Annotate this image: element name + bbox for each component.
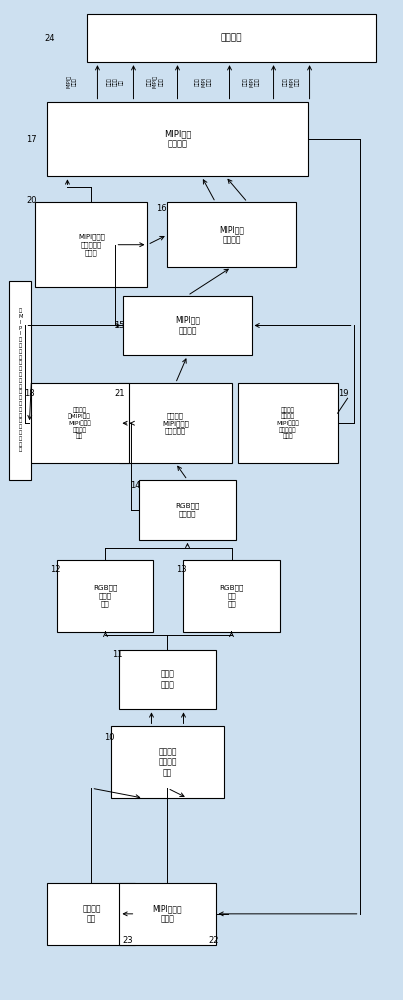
Text: RGB同步
帧提取
模块: RGB同步 帧提取 模块 <box>93 585 118 607</box>
Text: 图像画面
图像缩放
模块: 图像画面 图像缩放 模块 <box>158 747 177 777</box>
Text: RGB图整
同步模块: RGB图整 同步模块 <box>175 503 199 517</box>
Text: 19: 19 <box>339 389 349 398</box>
Text: 十六路
MIPI
数据申: 十六路 MIPI 数据申 <box>243 77 260 87</box>
Text: 液晶模组: 液晶模组 <box>221 34 242 43</box>
Text: 入
M
I
P
I
液
晶
屏
输
入
分
辨
率
帧
频
数
据
支
持
模
块
输
出
精
度: 入 M I P I 液 晶 屏 输 入 分 辨 率 帧 频 数 据 支 持 模 … <box>18 308 23 452</box>
Text: 10: 10 <box>104 733 115 742</box>
Text: 14: 14 <box>130 481 141 490</box>
Text: MIPI数据流
压缩格式产
生模块: MIPI数据流 压缩格式产 生模块 <box>78 234 105 256</box>
Bar <box>48 883 135 945</box>
Bar <box>237 383 338 463</box>
Bar <box>139 480 235 540</box>
Text: 11: 11 <box>112 650 123 659</box>
Bar <box>29 383 129 463</box>
Text: 四路入
帧图像
数据: 四路入 帧图像 数据 <box>107 78 124 86</box>
Text: 22: 22 <box>208 936 219 945</box>
Text: 八路入
MIPI数
据信号: 八路入 MIPI数 据信号 <box>147 75 164 88</box>
Bar <box>183 560 280 632</box>
Text: RGB图帧
提取
模块: RGB图帧 提取 模块 <box>219 585 244 607</box>
Text: 上层接口
模块: 上层接口 模块 <box>82 904 101 924</box>
Text: MIPI参数解
析模块: MIPI参数解 析模块 <box>153 904 182 924</box>
Bar <box>48 102 307 176</box>
Bar <box>119 650 216 709</box>
Bar <box>168 202 295 267</box>
Text: 23: 23 <box>122 936 133 945</box>
Text: 13: 13 <box>176 565 187 574</box>
Bar <box>112 726 224 798</box>
Text: 15: 15 <box>114 321 125 330</box>
Text: MIPI时
钟信号: MIPI时 钟信号 <box>66 75 77 88</box>
Text: 21: 21 <box>114 389 125 398</box>
Text: 17: 17 <box>26 135 37 144</box>
Bar <box>87 14 376 62</box>
Text: 十六路
MIPI
数据申: 十六路 MIPI 数据申 <box>283 77 300 87</box>
Text: 16: 16 <box>156 204 167 213</box>
Text: 四倍帧率
MIPI信号单
路产生模块: 四倍帧率 MIPI信号单 路产生模块 <box>162 412 189 434</box>
Text: 24: 24 <box>44 34 55 43</box>
Text: 根据格式
转换模式
MIPI内容十
六路输出支
持模块: 根据格式 转换模式 MIPI内容十 六路输出支 持模块 <box>276 407 299 439</box>
Bar <box>119 883 216 945</box>
Bar <box>35 202 147 287</box>
Text: MIPI数据
缓存模块: MIPI数据 缓存模块 <box>175 316 200 335</box>
Text: 20: 20 <box>26 196 37 205</box>
Text: MIPI信号
输出模块: MIPI信号 输出模块 <box>164 129 191 149</box>
Text: MIPI数据
采集模块: MIPI数据 采集模块 <box>219 225 244 244</box>
Text: 整帧缩
放图片: 整帧缩 放图片 <box>160 670 174 689</box>
Text: 入帧检测
入MIPI液晶
MIPI分辨率
帧比支持
组比: 入帧检测 入MIPI液晶 MIPI分辨率 帧比支持 组比 <box>68 407 91 439</box>
Bar <box>119 383 231 463</box>
Text: 十六路
MIPI
数据申: 十六路 MIPI 数据申 <box>195 77 212 87</box>
Text: 18: 18 <box>24 389 35 398</box>
Bar <box>57 560 154 632</box>
Bar <box>123 296 251 355</box>
Text: 12: 12 <box>50 565 61 574</box>
Bar <box>9 281 31 480</box>
